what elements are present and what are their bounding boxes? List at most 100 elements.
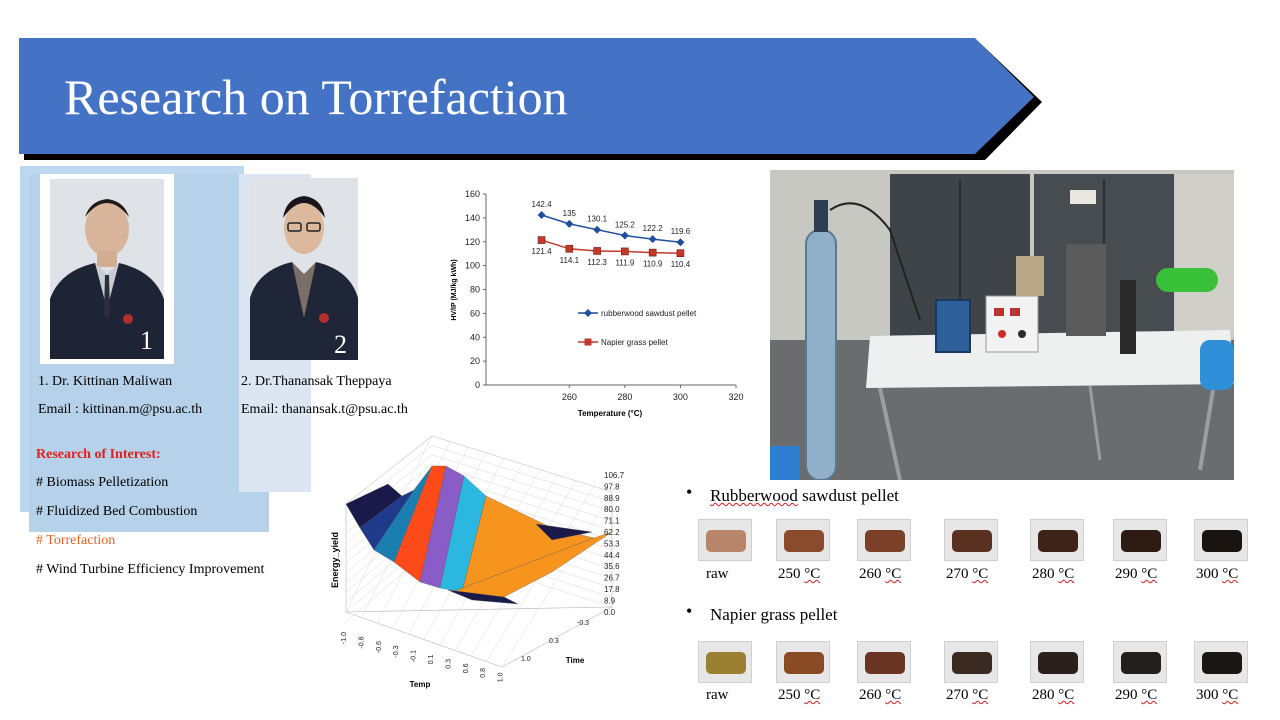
surface-z-axis-label: Energy_yield: [330, 532, 340, 588]
napier-label-0: raw: [706, 687, 729, 703]
z-tick-label: 80.0: [604, 505, 620, 514]
z-tick-label: 97.8: [604, 482, 620, 491]
chart-x-tick-label: 300: [673, 392, 688, 402]
napier-sample-0: [698, 641, 752, 683]
surface-y-axis-label: Time: [566, 656, 585, 665]
chart-x-axis-label: Temperature (°C): [578, 409, 643, 418]
napier-pellet-1: [784, 652, 824, 674]
slide-title: Research on Torrefaction: [64, 69, 568, 125]
napier-sample-4: [1030, 641, 1084, 683]
chart-tick-labels: 0 20 40 60 80 100 120 140 160 260 280 300 320: [465, 189, 744, 402]
napier-sample-6: [1194, 641, 1248, 683]
chart-point: [565, 244, 574, 253]
x-tick-label: -0.8: [358, 636, 365, 648]
z-tick-label: 35.6: [604, 562, 620, 571]
rubberwood-sample-3: [944, 519, 998, 561]
chart-y-tick-label: 40: [470, 332, 480, 342]
rubberwood-title: Rubberwood sawdust pellet: [710, 486, 899, 505]
napier-title: Napier grass pellet: [710, 605, 838, 624]
napier-pellet-4: [1038, 652, 1078, 674]
chart-data-label: 135: [563, 209, 577, 218]
research-item-fluidized: # Fluidized Bed Combustion: [36, 504, 198, 519]
y-tick-label: 0.3: [549, 638, 559, 645]
z-tick-label: 26.7: [604, 574, 620, 583]
lab-equipment-photo: [770, 170, 1234, 480]
rubberwood-label-6: 300 °C: [1196, 566, 1239, 582]
napier-sample-2: [857, 641, 911, 683]
chart-x-tick-label: 280: [617, 392, 632, 402]
person-2-name: 2. Dr.Thanansak Theppaya: [241, 374, 392, 389]
rubberwood-pellet-0: [706, 530, 746, 552]
surface-bands: [345, 465, 613, 605]
person-1-number: 1: [140, 326, 153, 355]
research-item-wind: # Wind Turbine Efficiency Improvement: [36, 562, 265, 577]
rubberwood-label-1: 250 °C: [778, 566, 821, 582]
x-tick-label: 0.8: [480, 668, 487, 678]
napier-pellet-3: [952, 652, 992, 674]
napier-pellet-5: [1121, 652, 1161, 674]
chart-y-tick-label: 100: [465, 261, 480, 271]
chart-point: [593, 225, 602, 234]
z-tick-label: 62.2: [604, 528, 620, 537]
bullet-rubberwood: •: [686, 482, 693, 502]
z-tick-label: 44.4: [604, 551, 620, 560]
rubberwood-sample-4: [1030, 519, 1084, 561]
grid-line: [431, 463, 613, 522]
person-2-photo: [250, 178, 358, 360]
rubberwood-label-5: 290 °C: [1115, 566, 1158, 582]
chart-point: [620, 231, 629, 240]
person-2-email: Email: thanansak.t@psu.ac.th: [241, 402, 408, 417]
chart-data-label: 122.2: [643, 224, 664, 233]
chart-point: [676, 238, 685, 247]
chart-point: [565, 219, 574, 228]
napier-label-4: 280 °C: [1032, 687, 1075, 703]
chart-data-label: 125.2: [615, 221, 636, 230]
rubberwood-label-3: 270 °C: [946, 566, 989, 582]
research-heading: Research of Interest:: [36, 447, 161, 462]
person-1-email: Email : kittinan.m@psu.ac.th: [38, 402, 203, 417]
title-banner: [19, 38, 1042, 160]
chart-x-tick-label: 260: [562, 392, 577, 402]
chart-series: 142.4 135 130.1 125.2 122.2 119.6 121.4 114.1 11…: [532, 200, 691, 269]
person-1-photo-frame: 1: [40, 174, 174, 364]
energy-yield-surface-plot: 106.7 97.8 88.9 80.0 71.1 62.2 53.3 44.4 35.6 26.…: [330, 435, 625, 689]
research-item-pelletization: # Biomass Pelletization: [36, 475, 169, 490]
x-tick-label: 0.6: [463, 663, 470, 673]
surface-x-ticks: -1.0 -0.8 -0.6 -0.3 -0.1 0.1 0.3 0.6 0.8 1.0: [341, 632, 505, 682]
chart-data-label: 121.4: [532, 247, 553, 256]
grid-line: [431, 454, 613, 512]
title-arrow-shape: [19, 38, 1034, 154]
x-tick-label: 0.3: [445, 659, 452, 669]
chart-point: [648, 235, 657, 244]
rubberwood-pellet-1: [784, 530, 824, 552]
surface-x-axis-label: Temp: [410, 680, 431, 689]
chart-axes: [483, 193, 737, 388]
rubberwood-sample-6: [1194, 519, 1248, 561]
legend-marker: [584, 309, 592, 317]
x-tick-label: 1.0: [498, 672, 505, 682]
chart-data-label: 110.9: [643, 260, 663, 269]
chart-y-tick-label: 140: [465, 213, 480, 223]
napier-pellet-6: [1202, 652, 1242, 674]
rubberwood-sample-0: [698, 519, 752, 561]
chart-point: [537, 211, 546, 220]
chart-data-label: 130.1: [587, 215, 608, 224]
chart-point: [621, 247, 629, 256]
chart-point: [593, 247, 601, 255]
research-item-torrefaction: # Torrefaction: [36, 533, 116, 548]
rubberwood-label-0: raw: [706, 566, 729, 582]
legend-label: Napier grass pellet: [601, 338, 668, 347]
chart-data-label: 112.3: [587, 258, 607, 267]
chart-data-label: 110.4: [671, 260, 691, 269]
grid-line: [501, 491, 613, 668]
chart-y-tick-label: 160: [465, 189, 480, 199]
grid-line: [431, 435, 613, 493]
chart-y-tick-label: 20: [470, 356, 480, 366]
napier-label-1: 250 °C: [778, 687, 821, 703]
napier-label-2: 260 °C: [859, 687, 902, 703]
rubberwood-pellet-6: [1202, 530, 1242, 552]
x-tick-label: -0.1: [411, 650, 418, 662]
rubberwood-pellet-5: [1121, 530, 1161, 552]
chart-point: [676, 249, 685, 258]
